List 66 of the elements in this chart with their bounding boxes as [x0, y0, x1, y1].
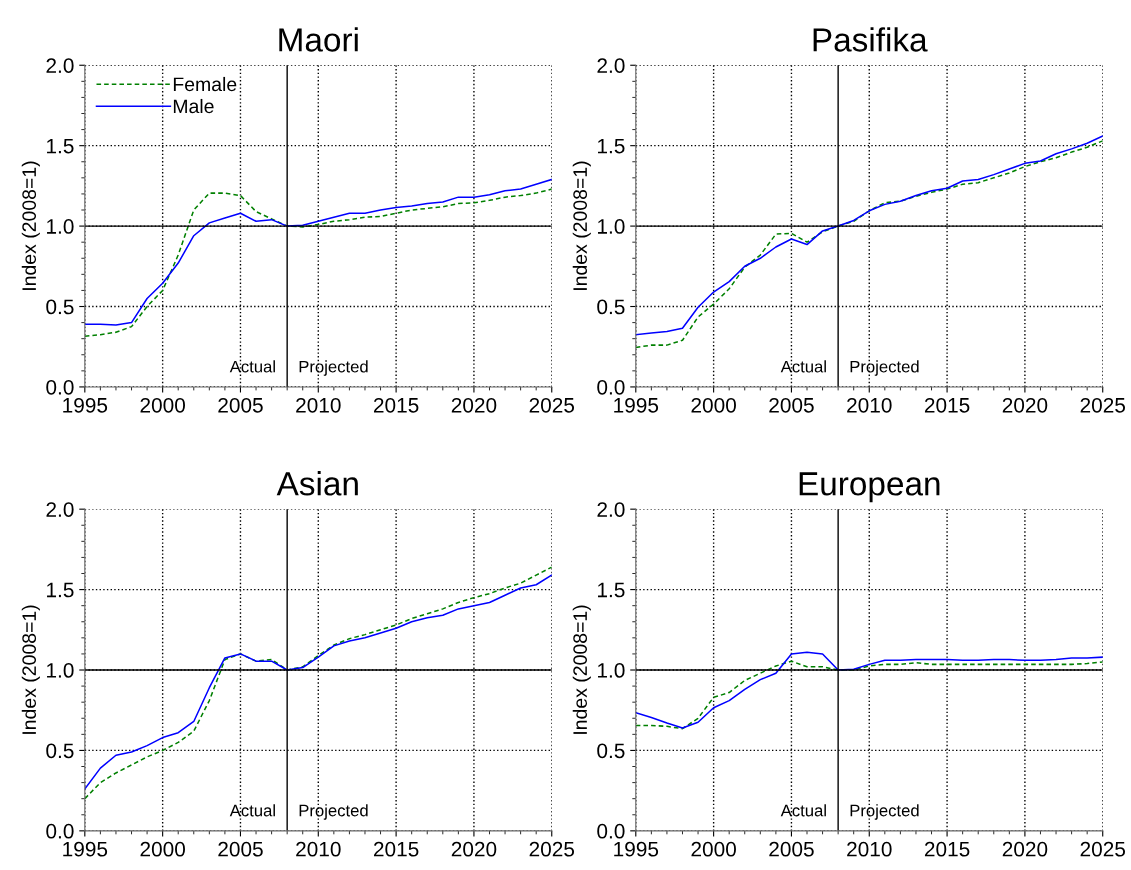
y-tick-label: 0.0	[597, 823, 625, 839]
annotation: Projected	[299, 804, 368, 820]
y-tick-label: 1.5	[598, 582, 625, 598]
x-tick-label: 2015	[924, 841, 970, 857]
y-tick-label: 1.0	[47, 663, 74, 678]
x-tick-label: 1995	[63, 397, 108, 413]
y-tick-label: 1.0	[47, 219, 74, 234]
x-tick-label: 2010	[296, 397, 341, 413]
annotation: Actual	[229, 804, 275, 817]
chart-title: Maori	[279, 27, 358, 52]
annotation: Actual	[229, 360, 275, 373]
x-tick-label: 2000	[140, 841, 186, 857]
annotation: Actual	[780, 360, 826, 373]
y-tick-label: 2.0	[597, 58, 625, 73]
y-tick-label: 1.5	[47, 582, 74, 598]
x-tick-label: 2015	[373, 397, 419, 413]
chart-title: Pasifika	[813, 27, 928, 52]
x-tick-label: 2025	[529, 397, 575, 413]
x-tick-label: 2000	[140, 397, 186, 413]
chart-title: European	[799, 472, 940, 503]
x-tick-label: 2000	[691, 397, 736, 413]
x-tick-label: 2015	[373, 841, 419, 857]
x-tick-label: 2010	[847, 397, 892, 413]
y-axis-title: Index (2008=1)	[572, 605, 591, 734]
y-tick-label: 0.5	[597, 299, 625, 315]
x-tick-label: 2000	[691, 841, 736, 857]
y-tick-label: 1.0	[598, 219, 625, 234]
annotation: Actual	[780, 804, 826, 817]
x-tick-label: 2020	[451, 397, 497, 413]
y-tick-label: 2.0	[46, 502, 74, 517]
y-tick-label: 1.5	[598, 138, 625, 154]
x-tick-label: 2025	[529, 841, 575, 857]
legend-label: Male	[173, 98, 214, 114]
y-axis-title: Index (2008=1)	[572, 161, 591, 290]
y-tick-label: 0.0	[597, 379, 625, 395]
y-tick-label: 0.0	[46, 379, 74, 395]
x-tick-label: 2015	[924, 397, 970, 413]
x-tick-label: 2010	[296, 841, 341, 857]
x-tick-label: 2005	[218, 841, 263, 857]
x-tick-label: 2005	[218, 397, 263, 413]
y-axis-title: Index (2008=1)	[21, 605, 40, 734]
y-tick-label: 1.5	[47, 138, 74, 154]
annotation: Projected	[850, 804, 919, 820]
chart-title: Asian	[276, 471, 358, 496]
x-tick-label: 2005	[769, 841, 814, 857]
legend-label: Female	[173, 76, 237, 92]
y-tick-label: 1.0	[598, 663, 625, 678]
x-tick-label: 2005	[769, 397, 814, 413]
y-tick-label: 2.0	[46, 58, 74, 73]
x-tick-label: 2020	[451, 841, 497, 857]
y-tick-label: 0.5	[597, 743, 625, 759]
annotation: Projected	[299, 360, 368, 376]
x-tick-label: 1995	[63, 841, 108, 857]
y-tick-label: 2.0	[597, 502, 625, 517]
y-axis-title: Index (2008=1)	[21, 161, 40, 290]
x-tick-label: 1995	[614, 397, 659, 413]
x-tick-label: 2025	[1080, 841, 1126, 857]
y-tick-label: 0.5	[46, 743, 74, 759]
annotation: Projected	[850, 360, 919, 376]
x-tick-label: 1995	[614, 841, 659, 857]
x-tick-label: 2010	[847, 841, 892, 857]
x-tick-label: 2025	[1080, 397, 1126, 413]
x-tick-label: 2020	[1002, 841, 1048, 857]
y-tick-label: 0.5	[46, 299, 74, 315]
y-tick-label: 0.0	[46, 823, 74, 839]
x-tick-label: 2020	[1002, 397, 1048, 413]
